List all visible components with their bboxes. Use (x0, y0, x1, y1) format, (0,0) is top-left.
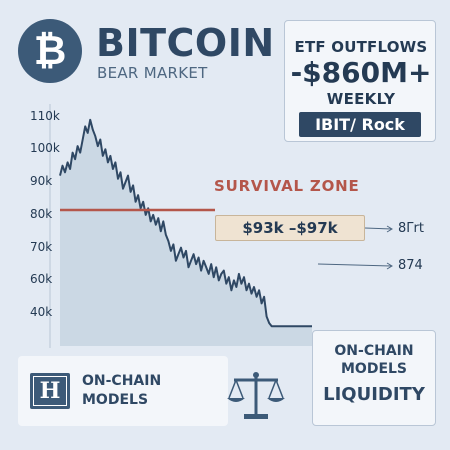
etf-heading: ETF OUTFLOWS (294, 38, 428, 56)
side-value-2: 874 (398, 258, 423, 273)
y-tick-label: 90k (30, 174, 53, 189)
etf-tag-badge: IBIT/ Rock (299, 112, 421, 137)
bitcoin-icon: ₿ (18, 19, 82, 83)
side-value-pointer-line (317, 263, 393, 267)
on-chain-models-text: ON-CHAIN MODELS (82, 372, 161, 410)
price-range-badge: $93k –$97k (215, 215, 365, 241)
liquidity-card (312, 330, 436, 426)
page-title: BITCOIN (96, 21, 275, 65)
card-line-1: ON-CHAIN (82, 373, 162, 389)
survival-zone-label: SURVIVAL ZONE (214, 177, 360, 195)
y-tick-label: 40k (30, 305, 53, 320)
y-tick-label: 110k (30, 108, 60, 123)
price-area-fill (60, 119, 312, 346)
page-subtitle: BEAR MARKET (97, 64, 208, 82)
y-tick-label: 100k (30, 141, 60, 156)
card-line-1: ON-CHAIN (334, 343, 414, 359)
etf-period: WEEKLY (326, 90, 396, 108)
y-tick-label: 70k (30, 239, 53, 254)
liquidity-card-heading: ON-CHAIN MODELS (312, 342, 436, 378)
range-pointer-line-arrow (386, 225, 393, 233)
side-value-1: 8Γrt (398, 221, 424, 236)
price-series-line (59, 118, 312, 328)
liquidity-label: LIQUIDITY (323, 384, 425, 405)
card-line-2: MODELS (82, 392, 149, 408)
side-value-pointer-line-arrow (386, 262, 393, 270)
y-tick-label: 80k (30, 206, 53, 221)
card-line-2: MODELS (340, 361, 408, 377)
shield-h-icon: H (30, 373, 70, 409)
range-pointer-line (364, 227, 393, 230)
y-tick-label: 60k (30, 272, 53, 287)
etf-amount: -$860M+ (290, 56, 432, 89)
etf-outflows-panel: ETF OUTFLOWS -$860M+ WEEKLY IBIT/ Rock (284, 20, 436, 142)
balance-scale-icon (227, 372, 285, 419)
